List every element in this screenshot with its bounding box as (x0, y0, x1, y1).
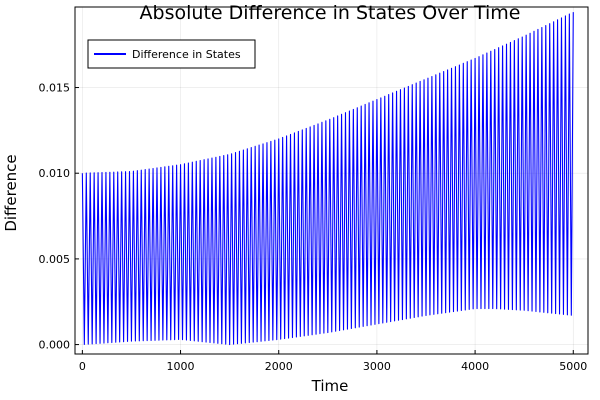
x-tick-label: 3000 (363, 360, 391, 373)
y-tick-label: 0.010 (39, 167, 71, 180)
legend-label: Difference in States (132, 48, 241, 61)
series-layer (81, 12, 574, 346)
y-ticks: 0.000 0.005 0.010 0.015 (39, 82, 79, 352)
x-axis-title: Time (311, 377, 349, 395)
x-tick-label: 5000 (559, 360, 587, 373)
x-tick-label: 4000 (461, 360, 489, 373)
x-tick-label: 0 (79, 360, 86, 373)
series-line (81, 12, 574, 346)
y-axis-title: Difference (2, 154, 20, 231)
y-tick-label: 0.005 (39, 253, 71, 266)
y-tick-label: 0.000 (39, 339, 71, 352)
x-tick-label: 1000 (167, 360, 195, 373)
chart-title: Absolute Difference in States Over Time (140, 2, 521, 24)
x-tick-label: 2000 (265, 360, 293, 373)
x-ticks: 0 1000 2000 3000 4000 5000 (79, 350, 587, 373)
y-tick-label: 0.015 (39, 82, 71, 95)
legend: Difference in States (87, 39, 256, 69)
plot-frame (74, 6, 589, 355)
